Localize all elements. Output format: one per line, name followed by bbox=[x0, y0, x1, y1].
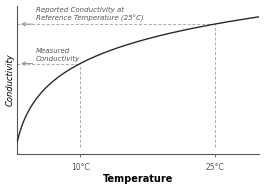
X-axis label: Temperature: Temperature bbox=[103, 174, 174, 184]
Text: Reported Conductivity at
Reference Temperature (25°C): Reported Conductivity at Reference Tempe… bbox=[36, 7, 144, 22]
Text: Measured
Conductivity: Measured Conductivity bbox=[36, 48, 80, 62]
Y-axis label: Conductivity: Conductivity bbox=[6, 54, 15, 106]
